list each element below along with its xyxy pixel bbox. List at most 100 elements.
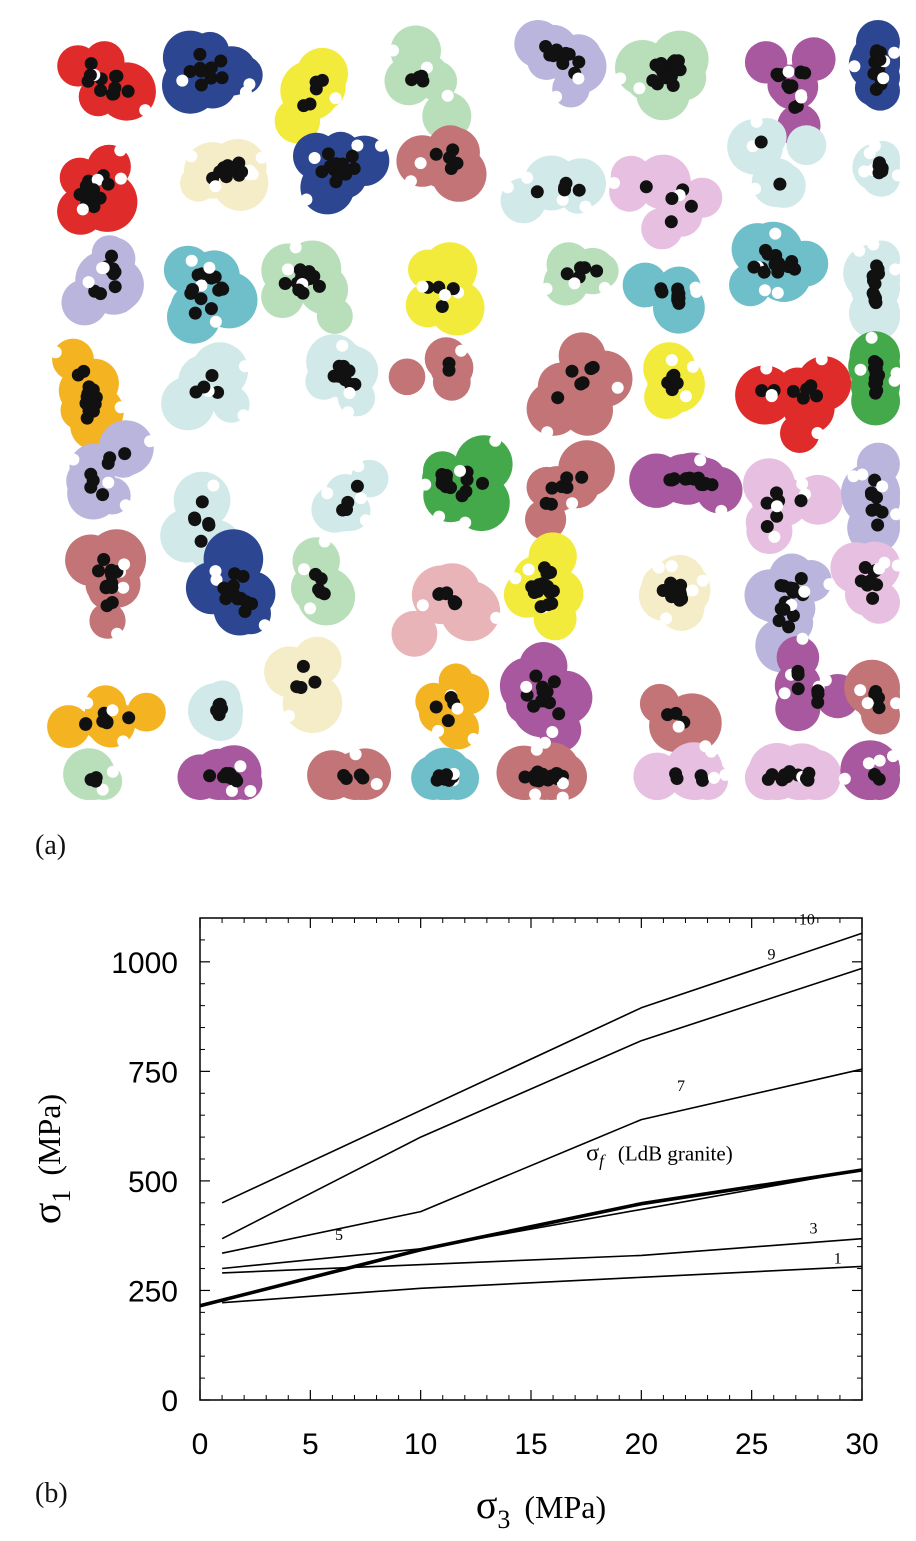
parallel-bond bbox=[446, 143, 460, 157]
parallel-bond bbox=[278, 277, 292, 290]
grain-notch bbox=[540, 282, 553, 295]
parallel-bond bbox=[754, 135, 768, 149]
grain-notch bbox=[672, 720, 685, 733]
parallel-bond bbox=[197, 380, 211, 394]
parallel-bond bbox=[869, 366, 883, 380]
grain-notch bbox=[416, 599, 429, 612]
grain-notch bbox=[352, 460, 365, 473]
parallel-bond bbox=[429, 147, 443, 161]
grain-notch bbox=[771, 286, 784, 299]
series-line-10 bbox=[221, 932, 863, 1204]
grain-notch bbox=[795, 89, 808, 102]
grain bbox=[388, 358, 426, 396]
parallel-bond bbox=[79, 717, 93, 731]
grain-notch bbox=[349, 748, 362, 761]
parallel-bond bbox=[572, 55, 586, 69]
parallel-bond bbox=[429, 700, 443, 714]
parallel-bond bbox=[755, 384, 769, 398]
grain-notch bbox=[355, 492, 367, 505]
parallel-bond bbox=[303, 97, 317, 111]
grain-notch bbox=[854, 684, 867, 697]
parallel-bond bbox=[350, 479, 364, 493]
parallel-bond bbox=[551, 391, 565, 405]
y-axis-subscript: 1 bbox=[47, 1190, 76, 1203]
grain-notch bbox=[873, 754, 886, 767]
parallel-bond bbox=[773, 177, 787, 191]
parallel-bond bbox=[236, 569, 250, 583]
grain-notch bbox=[91, 173, 104, 186]
parallel-bond bbox=[794, 494, 808, 508]
grain bbox=[776, 636, 820, 679]
parallel-bond bbox=[565, 364, 579, 378]
grain-notch bbox=[665, 560, 678, 573]
parallel-bond bbox=[584, 362, 598, 376]
grain-notch bbox=[848, 60, 861, 73]
grain-notch bbox=[117, 735, 130, 748]
grain-notch bbox=[375, 139, 387, 152]
y-tick-label: 250 bbox=[128, 1275, 178, 1308]
parallel-bond bbox=[323, 159, 337, 173]
grain-notch bbox=[749, 182, 762, 195]
grain-notch bbox=[451, 702, 464, 715]
grain-notch bbox=[768, 530, 781, 543]
parallel-bond bbox=[105, 249, 118, 263]
parallel-bond bbox=[194, 64, 208, 78]
grain-notch bbox=[318, 535, 331, 548]
series-line-9 bbox=[221, 967, 863, 1240]
grain-notch bbox=[782, 65, 795, 78]
grain-notch bbox=[282, 263, 294, 276]
parallel-bond bbox=[92, 564, 105, 578]
parallel-bond bbox=[97, 553, 111, 566]
grain-notch bbox=[719, 768, 732, 781]
parallel-bond bbox=[211, 385, 225, 399]
grain-notch bbox=[106, 765, 119, 778]
parallel-bond bbox=[575, 470, 589, 484]
grain-notch bbox=[282, 709, 295, 722]
parallel-bond bbox=[204, 302, 218, 316]
grain bbox=[47, 705, 91, 749]
grain-notch bbox=[890, 697, 903, 710]
parallel-bond bbox=[441, 714, 455, 728]
series-label: 3 bbox=[809, 1220, 817, 1237]
y-tick-label: 0 bbox=[161, 1385, 178, 1418]
grain bbox=[786, 125, 827, 166]
x-tick-label: 0 bbox=[192, 1428, 209, 1461]
parallel-bond bbox=[444, 691, 458, 704]
grain-notch bbox=[611, 381, 624, 394]
parallel-bond bbox=[868, 687, 882, 701]
y-tick-label: 1000 bbox=[111, 947, 178, 980]
grain-notch bbox=[351, 139, 364, 152]
parallel-bond bbox=[543, 585, 557, 599]
grain-notch bbox=[679, 390, 692, 403]
parallel-bond bbox=[798, 66, 812, 80]
grain-notch bbox=[501, 181, 514, 194]
grain-notch bbox=[614, 72, 627, 85]
grain-notch bbox=[387, 44, 399, 57]
parallel-bond bbox=[314, 585, 327, 599]
parallel-bond bbox=[869, 386, 882, 400]
series-lines bbox=[199, 932, 863, 1308]
grain-notch bbox=[861, 697, 874, 710]
grain bbox=[558, 440, 615, 497]
grain-notch bbox=[696, 574, 709, 587]
grain-notch bbox=[119, 499, 132, 512]
parallel-bond bbox=[84, 467, 98, 481]
grain-notch bbox=[300, 193, 313, 206]
grain-notch bbox=[888, 46, 901, 59]
x-tick-label: 30 bbox=[845, 1428, 878, 1461]
parallel-bond bbox=[646, 74, 660, 87]
parallel-bond bbox=[794, 572, 808, 585]
parallel-bond bbox=[79, 179, 93, 193]
grain-notch bbox=[304, 602, 317, 615]
x-tick-label: 5 bbox=[302, 1428, 319, 1461]
parallel-bond bbox=[183, 65, 197, 78]
grain-notch bbox=[246, 168, 259, 181]
grain-notch bbox=[359, 514, 372, 527]
grain-notch bbox=[530, 743, 543, 756]
grain-bonds bbox=[49, 40, 904, 804]
parallel-bond bbox=[308, 675, 322, 689]
parallel-bond bbox=[544, 769, 558, 783]
grain-notch bbox=[566, 497, 579, 510]
parallel-bond bbox=[321, 147, 335, 161]
parallel-bond bbox=[665, 192, 679, 205]
